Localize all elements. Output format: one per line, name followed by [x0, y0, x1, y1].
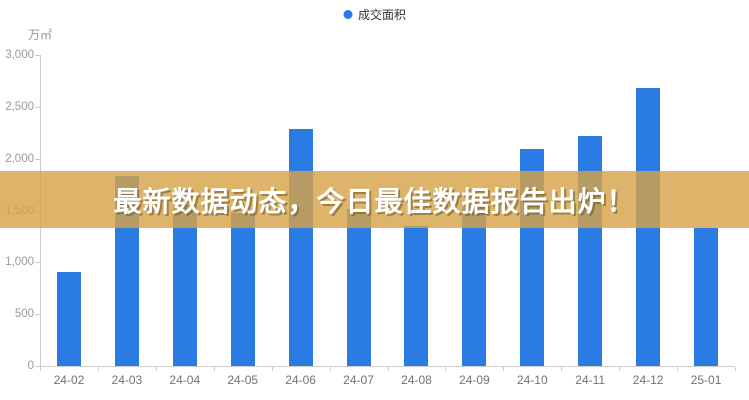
- x-axis-tick-mark: [387, 367, 389, 371]
- y-axis-tick-mark: [35, 262, 40, 264]
- x-axis-label: 24-12: [632, 373, 664, 387]
- x-axis-tick-mark: [329, 367, 331, 371]
- y-axis-tick-label: 3,000: [5, 49, 34, 61]
- x-axis-tick-mark: [503, 367, 505, 371]
- bar-24-07[interactable]: [346, 209, 371, 366]
- x-axis-tick-mark: [97, 367, 99, 371]
- promo-banner-text: 最新数据动态，今日最佳数据报告出炉！: [113, 185, 636, 217]
- x-axis-tick-mark: [213, 367, 215, 371]
- x-axis-tick-mark: [735, 367, 736, 371]
- x-axis-tick-mark: [40, 367, 41, 371]
- x-axis-label: 24-08: [401, 373, 432, 387]
- x-axis-label: 25-01: [690, 373, 722, 387]
- legend-dot-icon: [342, 10, 352, 19]
- y-axis-tick-label: 0: [27, 360, 34, 372]
- bar-24-08[interactable]: [404, 226, 429, 366]
- y-axis-tick-mark: [35, 314, 40, 316]
- y-axis-tick-mark: [35, 158, 40, 160]
- x-axis-tick-mark: [445, 367, 447, 371]
- bar-24-06[interactable]: [288, 128, 313, 366]
- x-axis-label: 24-11: [575, 373, 606, 387]
- bar-25-01[interactable]: [694, 228, 719, 366]
- y-axis-tick-mark: [35, 366, 40, 367]
- bar-24-04[interactable]: [172, 205, 197, 366]
- y-axis-tick-label: 2,000: [5, 152, 34, 165]
- y-axis-tick-label: 500: [14, 308, 34, 321]
- x-axis-tick-mark: [155, 367, 157, 371]
- y-axis-tick-label: 1,000: [5, 256, 34, 269]
- y-axis-tick-mark: [35, 106, 40, 108]
- legend-item[interactable]: 成交面积: [342, 6, 407, 23]
- x-axis-label: 24-10: [516, 373, 548, 387]
- legend-label: 成交面积: [357, 8, 407, 22]
- y-axis-unit-label: 万㎡: [28, 28, 53, 42]
- y-axis-tick-mark: [35, 55, 40, 56]
- x-axis-tick-mark: [271, 367, 273, 371]
- bar-24-02[interactable]: [56, 271, 81, 366]
- x-axis-label: 24-07: [343, 373, 374, 387]
- x-axis-label: 24-06: [285, 373, 316, 387]
- x-axis-label: 24-04: [169, 373, 201, 387]
- x-axis-label: 24-02: [53, 373, 85, 387]
- x-axis-line: [40, 366, 735, 367]
- y-axis-tick-label: 2,500: [5, 100, 34, 113]
- x-axis-label: 24-03: [111, 373, 143, 387]
- bar-24-09[interactable]: [462, 207, 487, 366]
- bar-24-05[interactable]: [230, 212, 255, 366]
- x-axis-label: 24-09: [459, 373, 490, 387]
- x-axis-tick-mark: [619, 367, 621, 371]
- x-axis-tick-mark: [561, 367, 563, 371]
- promo-banner-overlay: 最新数据动态，今日最佳数据报告出炉！: [0, 171, 749, 228]
- x-axis-tick-mark: [677, 367, 679, 371]
- x-axis-label: 24-05: [227, 373, 259, 387]
